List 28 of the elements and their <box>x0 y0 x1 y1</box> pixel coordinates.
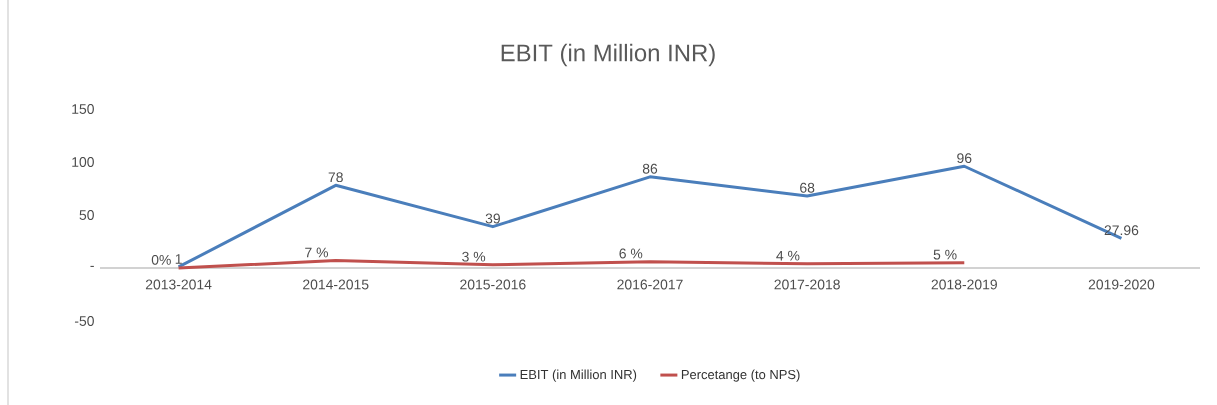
data-label: 78 <box>328 172 343 183</box>
data-label: 7 % <box>305 247 329 258</box>
legend-label: Percetange (to NPS) <box>681 369 800 382</box>
data-label: 27.96 <box>1104 225 1139 236</box>
data-label: 4 % <box>776 250 800 261</box>
x-tick-label: 2013-2014 <box>145 279 212 290</box>
x-tick-label: 2017-2018 <box>774 279 840 290</box>
data-label: 39 <box>485 213 500 224</box>
y-tick-label: 100 <box>72 157 94 167</box>
legend-label: EBIT (in Million INR) <box>520 369 637 382</box>
data-label: 6 % <box>619 248 643 259</box>
x-tick-label: 2016-2017 <box>617 279 683 290</box>
data-label: 86 <box>642 163 658 174</box>
x-tick-label: 2015-2016 <box>460 279 526 290</box>
data-label: 5 % <box>933 249 957 260</box>
y-tick-label: 150 <box>72 104 94 114</box>
data-label: 96 <box>957 153 972 164</box>
data-label: 0% <box>151 254 171 265</box>
x-tick-label: 2019-2020 <box>1088 279 1155 290</box>
y-tick-label: 50 <box>79 210 94 220</box>
x-tick-label: 2018-2019 <box>931 279 997 290</box>
y-tick-label: - <box>90 265 94 267</box>
data-label: 1 <box>175 254 182 264</box>
data-label: 3 % <box>462 251 486 262</box>
y-tick-label: -50 <box>74 316 94 326</box>
x-tick-label: 2014-2015 <box>303 279 369 290</box>
chart-title: EBIT (in Million INR) <box>501 43 715 67</box>
data-label: 68 <box>800 182 815 193</box>
